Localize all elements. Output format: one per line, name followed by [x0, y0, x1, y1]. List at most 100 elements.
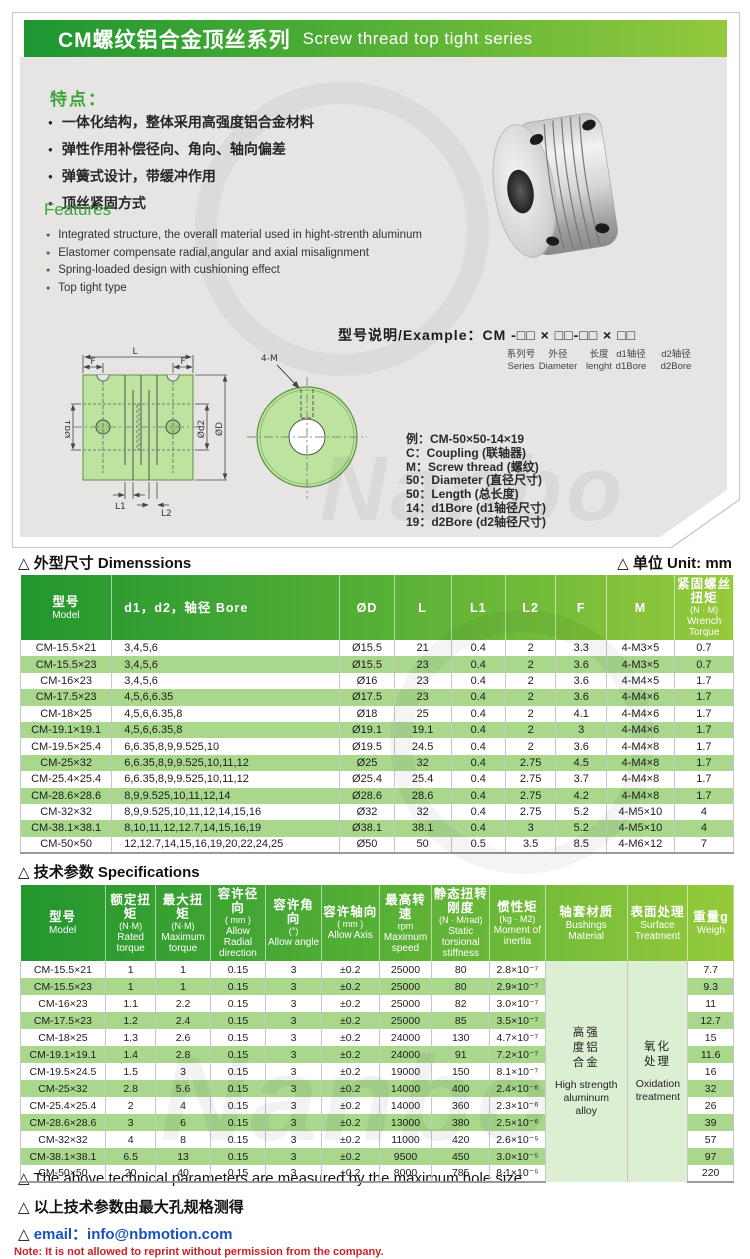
- table-cell: 8.1×10⁻⁷: [489, 1063, 546, 1080]
- list-item: 弹性作用补偿径向、角向、轴向偏差: [48, 136, 314, 163]
- table-cell: 26: [687, 1097, 734, 1114]
- table-cell: 0.15: [210, 995, 267, 1012]
- table-row: CM-19.5×24.5 1.5 3 0.15 3 ±0.2 19000 150 8.1×10⁻…: [20, 1063, 734, 1080]
- features-en-title: Features: [44, 200, 112, 219]
- table-cell: 8.5: [555, 836, 608, 855]
- table-cell: 3.5×10⁻⁷: [489, 1012, 546, 1029]
- table-cell: 5.2: [555, 820, 608, 837]
- table-cell: 0.15: [210, 1063, 267, 1080]
- table-cell: 1.7: [674, 771, 735, 788]
- table-cell: Ø38.1: [339, 820, 395, 837]
- column-header: 重量g Weigh: [693, 910, 729, 936]
- table-cell: CM-15.5×21: [20, 961, 106, 978]
- table-cell: 32: [394, 803, 452, 821]
- table-cell: 14000: [379, 1080, 433, 1097]
- table-cell: CM-18×25: [20, 1029, 106, 1046]
- table-cell: 82: [431, 995, 491, 1012]
- table-cell: CM-17.5×23: [20, 1012, 106, 1029]
- column-header: L: [394, 575, 452, 640]
- table-cell: 20: [105, 1165, 157, 1183]
- specifications-table: 型号 Model 额定扭矩 (N·M) Rated torque 最大扭矩 (N·M) Max…: [20, 885, 734, 1183]
- dim-label-L: L: [132, 347, 137, 357]
- table-cell: 4-M3×5: [606, 656, 675, 673]
- page-title-bar: CM螺纹铝合金顶丝系列 Screw thread top tight serie…: [24, 20, 727, 57]
- table-cell: CM-25×32: [19, 754, 113, 772]
- column-header: L2: [505, 575, 557, 640]
- table-cell: Ø19.1: [339, 721, 395, 739]
- table-cell: 13: [155, 1148, 211, 1165]
- table-cell: 380: [431, 1114, 491, 1131]
- table-cell: 91: [431, 1046, 491, 1063]
- table-cell: 0.15: [210, 1046, 267, 1063]
- table-cell: 8000: [379, 1165, 433, 1183]
- table-cell: 0.15: [210, 1080, 267, 1097]
- table-row: CM-32×32 4 8 0.15 3 ±0.2 11000 420 2.6×10⁻⁵ 57: [20, 1131, 734, 1148]
- table-cell: 2: [505, 721, 557, 739]
- table-cell: 57: [687, 1131, 734, 1148]
- table-cell: CM-16×23: [20, 995, 106, 1012]
- table-cell: 0.4: [451, 771, 506, 788]
- table-cell: 0.4: [451, 640, 506, 657]
- table-cell: 2.8: [155, 1046, 211, 1063]
- table-cell: 4-M4×8: [606, 738, 675, 755]
- table-cell: 80: [431, 961, 491, 978]
- table-cell: 2.3×10⁻⁶: [489, 1097, 546, 1114]
- table-cell: 4-M3×5: [606, 640, 675, 657]
- table-cell: 2.4×10⁻⁶: [489, 1080, 546, 1097]
- table-cell: 220: [687, 1165, 734, 1183]
- dimensions-header-row: 型号 Model d1，d2，轴径 Bore ØD L L1 L2 F M 紧固螺丝扭矩 (N · …: [20, 575, 734, 640]
- list-item: 14：d1Bore (d1轴径尺寸): [406, 500, 547, 515]
- table-cell: 3: [265, 1165, 322, 1183]
- table-cell: 1: [105, 961, 157, 978]
- table-cell: 9500: [379, 1148, 433, 1165]
- email-link[interactable]: email：info@nbmotion.com: [33, 1226, 233, 1243]
- copyright-note: Note: It is not allowed to reprint witho…: [14, 1246, 384, 1258]
- table-cell: 8: [155, 1131, 211, 1148]
- table-cell: 4-M5×10: [606, 820, 675, 837]
- table-cell: CM-18×25: [19, 705, 113, 722]
- table-cell: 3.0×10⁻⁵: [489, 1148, 546, 1165]
- part-d1bore: d1轴径 d1Bore: [615, 349, 647, 372]
- table-cell: 15: [687, 1029, 734, 1046]
- table-row: CM-38.1×38.1 8,10,11,12,12.7,14,15,16,19 Ø…: [19, 820, 735, 837]
- table-cell: 4.2: [555, 787, 608, 804]
- table-cell: ±0.2: [321, 1097, 380, 1114]
- table-cell: 2.8×10⁻⁷: [489, 961, 546, 978]
- column-header: 容许角向 (°) Allow angle: [265, 885, 322, 961]
- table-cell: CM-50×50: [19, 836, 113, 855]
- table-cell: 0.15: [210, 1029, 267, 1046]
- page-subtitle: Screw thread top tight series: [302, 28, 533, 48]
- table-row: CM-15.5×21 3,4,5,6 Ø15.5 21 0.4 2 3.3 4-M3×5 0.7: [19, 640, 735, 657]
- table-cell: CM-19.5×25.4: [19, 738, 113, 755]
- table-cell: 1.7: [674, 721, 735, 739]
- features-en-list: Integrated structure, the overall materi…: [46, 227, 422, 297]
- table-cell: 23: [394, 672, 452, 690]
- table-cell: 2.75: [505, 803, 557, 821]
- list-item: Top tight type: [46, 280, 422, 298]
- column-header: 容许轴向( mm ) Allow Axis: [321, 885, 380, 961]
- list-item: Integrated structure, the overall materi…: [46, 227, 422, 245]
- table-row: CM-25.4×25.4 6,6.35,8,9,9.525,10,11,12 Ø25…: [19, 771, 735, 788]
- table-cell: 6: [155, 1114, 211, 1131]
- table-cell: ±0.2: [321, 1148, 380, 1165]
- table-cell: 12,12.7,14,15,16,19,20,22,24,25: [111, 836, 341, 855]
- table-cell: Ø19.5: [339, 738, 395, 755]
- part-diameter: 外径 Diameter: [538, 349, 578, 372]
- table-cell: 3.3: [555, 640, 608, 657]
- part-length: 长度 lenght: [586, 349, 612, 372]
- unit-note: △ 单位 Unit: mm: [617, 555, 732, 572]
- column-header: d1，d2，轴径 Bore: [111, 575, 341, 640]
- dim-label-d1: Ød1: [65, 420, 73, 439]
- table-cell: 4: [674, 820, 735, 837]
- table-cell: 7.7: [687, 961, 734, 978]
- table-row: CM-28.6×28.6 8,9,9.525,10,11,12,14 Ø28.6 28…: [19, 787, 735, 804]
- table-cell: 3.6: [555, 656, 608, 673]
- table-cell: ±0.2: [321, 1063, 380, 1080]
- table-cell: 21: [394, 640, 452, 657]
- table-cell: 2.9×10⁻⁷: [489, 978, 546, 995]
- table-cell: 1.7: [674, 738, 735, 755]
- table-cell: 1.2: [105, 1012, 157, 1029]
- dim-label-D: ØD: [214, 422, 225, 436]
- example-heading: 型号说明/Example：CM -□□ × □□-□□ × □□: [338, 325, 723, 345]
- table-cell: 1.5: [105, 1063, 157, 1080]
